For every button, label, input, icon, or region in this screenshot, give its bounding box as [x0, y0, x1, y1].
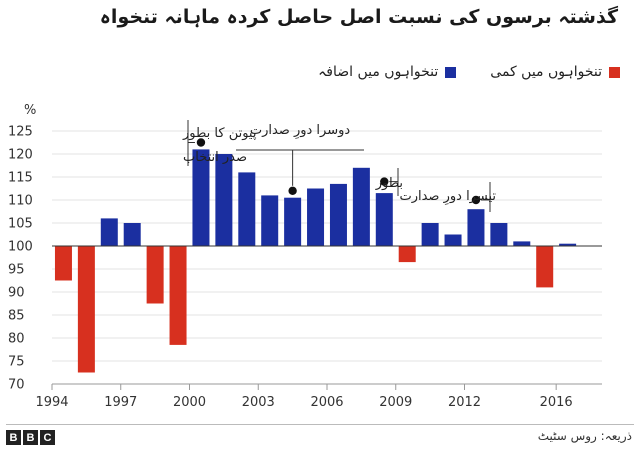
bar-increase	[215, 154, 233, 246]
bar-increase	[490, 223, 508, 246]
chart-title: گذشتہ برسوں کی نسبت اصل حاصل کردہ ماہانہ…	[99, 6, 618, 28]
bar-increase	[352, 167, 370, 246]
annotation-text: تیسرا دورِ صدارت	[399, 189, 496, 205]
annotation-marker	[196, 138, 206, 147]
annotation-text: بطور	[375, 176, 403, 191]
logo-letter: C	[40, 430, 55, 445]
source-note: ذریعہ: روس سٹیٹ	[537, 429, 632, 443]
bar-increase	[559, 243, 577, 246]
y-tick-label: 125	[8, 125, 33, 140]
bar-decrease	[77, 246, 95, 373]
y-axis-label: %	[24, 103, 36, 118]
y-tick-label: 105	[8, 217, 33, 232]
y-tick-label: 80	[8, 332, 25, 347]
x-tick-label: 2003	[242, 395, 275, 410]
bar-decrease	[398, 246, 416, 263]
logo-letter: B	[23, 430, 38, 445]
y-tick-label: 115	[8, 171, 33, 186]
bar-increase	[329, 183, 347, 246]
annotation-text: صدر انتخاب	[183, 150, 247, 165]
bbc-logo: B B C	[6, 430, 55, 445]
legend-label-increase: تنخواہوں میں اضافہ	[318, 64, 439, 80]
bar-increase	[284, 197, 302, 246]
y-tick-label: 85	[8, 309, 25, 324]
footer-divider	[6, 424, 634, 425]
annotation-text: دوسرا دورِ صدارت	[250, 123, 351, 139]
y-tick-label: 90	[8, 286, 25, 301]
axes: 70 75 80 85 90 95 100 105 110 115 120 125% 1994 1997 2…	[8, 103, 602, 410]
annotation-marker	[380, 177, 389, 186]
x-tick-label: 2000	[173, 395, 206, 410]
annotation-text: پیوتن کا بطور	[182, 126, 257, 141]
bar-decrease	[536, 246, 554, 288]
legend-item-increase: تنخواہوں میں اضافہ	[318, 64, 457, 80]
legend: تنخواہوں میں کمی تنخواہوں میں اضافہ	[318, 64, 620, 80]
y-tick-label: 70	[8, 378, 25, 393]
x-tick-label: 1997	[104, 395, 137, 410]
annotation-marker	[288, 186, 297, 195]
bars	[54, 149, 577, 373]
y-tick-label: 110	[8, 194, 33, 209]
legend-label-decrease: تنخواہوں میں کمی	[490, 64, 602, 80]
grid-lines	[52, 130, 602, 385]
x-tick-label: 2006	[310, 395, 343, 410]
bar-increase	[238, 172, 256, 246]
bar-increase	[261, 195, 279, 246]
y-tick-label: 75	[8, 355, 25, 370]
bar-increase	[123, 223, 141, 246]
legend-swatch-decrease	[609, 66, 620, 78]
bar-increase	[375, 193, 393, 246]
legend-swatch-increase	[445, 66, 457, 78]
x-tick-label: 1994	[35, 395, 68, 410]
logo-letter: B	[6, 430, 21, 445]
y-tick-label: 120	[8, 148, 33, 163]
bar-increase	[467, 209, 485, 246]
bar-decrease	[146, 246, 164, 304]
x-tick-label: 2012	[448, 395, 481, 410]
bar-increase	[421, 223, 439, 246]
bar-increase	[444, 234, 462, 246]
bar-increase	[100, 218, 118, 246]
bar-increase	[307, 188, 325, 246]
legend-item-decrease: تنخواہوں میں کمی	[490, 64, 620, 80]
x-tick-label: 2009	[379, 395, 412, 410]
y-tick-label: 95	[8, 263, 25, 278]
bar-increase	[513, 241, 531, 246]
annotation-marker	[471, 195, 481, 205]
y-tick-label: 100	[8, 240, 33, 255]
bar-decrease	[54, 246, 72, 281]
x-tick-label: 2016	[540, 395, 573, 410]
bar-increase	[192, 149, 210, 246]
bar-decrease	[169, 246, 187, 345]
